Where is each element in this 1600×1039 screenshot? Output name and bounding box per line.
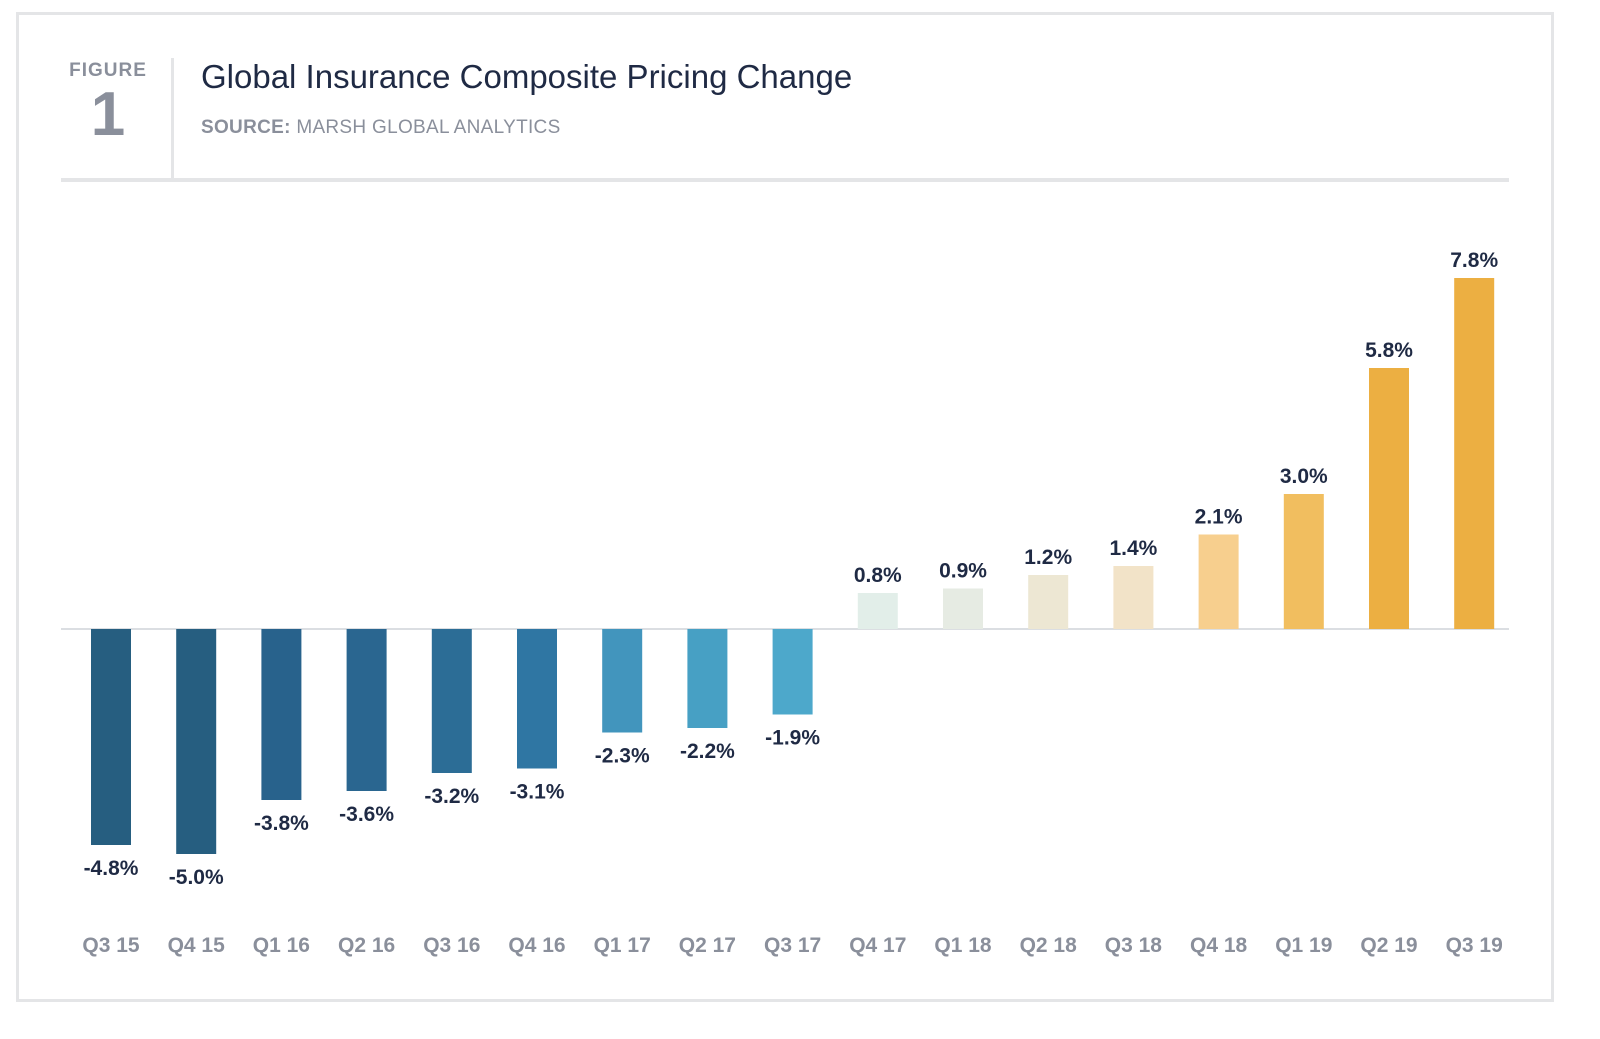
- header-horizontal-divider: [61, 178, 1509, 182]
- figure-label: FIGURE: [69, 60, 147, 81]
- category-label: Q4 17: [849, 934, 906, 957]
- source-text: MARSH GLOBAL ANALYTICS: [296, 117, 561, 138]
- value-label: 5.8%: [1365, 339, 1413, 362]
- value-label: 0.9%: [939, 560, 987, 583]
- bar-q4-18: [1198, 534, 1239, 629]
- bar-q3-16: [431, 629, 472, 773]
- bar-q2-18: [1028, 575, 1069, 629]
- value-label: 1.4%: [1109, 537, 1157, 560]
- chart-source: SOURCE: MARSH GLOBAL ANALYTICS: [201, 117, 561, 139]
- category-label: Q3 15: [82, 934, 140, 957]
- value-label: -2.3%: [595, 745, 650, 768]
- bar-q4-17: [857, 593, 898, 629]
- value-label: 3.0%: [1280, 465, 1328, 488]
- value-label: -3.1%: [510, 781, 565, 804]
- category-label: Q3 17: [764, 934, 821, 957]
- value-label: -5.0%: [169, 866, 224, 889]
- bar-q1-19: [1283, 494, 1324, 629]
- category-label: Q1 19: [1275, 934, 1332, 957]
- category-label: Q1 16: [253, 934, 310, 957]
- category-label: Q2 19: [1360, 934, 1417, 957]
- bar-q4-15: [176, 629, 217, 854]
- bar-q3-18: [1113, 566, 1154, 629]
- bar-q2-17: [687, 629, 728, 728]
- category-label: Q1 18: [934, 934, 992, 957]
- category-label: Q4 18: [1190, 934, 1248, 957]
- value-label: 7.8%: [1450, 249, 1498, 272]
- category-label: Q2 17: [679, 934, 736, 957]
- bar-q1-17: [602, 629, 643, 733]
- value-label: 2.1%: [1195, 506, 1243, 529]
- chart-title: Global Insurance Composite Pricing Chang…: [201, 58, 853, 95]
- bar-q2-16: [346, 629, 387, 791]
- value-label: 0.8%: [854, 564, 902, 587]
- category-label: Q3 16: [423, 934, 480, 957]
- header-vertical-divider: [171, 58, 174, 180]
- bar-q3-19: [1454, 278, 1495, 629]
- value-label: -4.8%: [84, 857, 139, 880]
- value-label: -3.8%: [254, 812, 309, 835]
- value-label: -1.9%: [765, 727, 820, 750]
- figure-badge: FIGURE 1: [62, 60, 154, 146]
- bar-q3-15: [91, 629, 131, 845]
- category-label: Q1 17: [594, 934, 651, 957]
- category-label: Q4 16: [508, 934, 565, 957]
- value-label: 1.2%: [1024, 546, 1072, 569]
- value-label: -3.2%: [424, 785, 479, 808]
- bar-q1-16: [261, 629, 302, 800]
- bar-q2-19: [1369, 368, 1409, 629]
- figure-number: 1: [90, 80, 126, 149]
- bar-q3-17: [772, 629, 813, 715]
- source-prefix: SOURCE:: [201, 117, 291, 138]
- value-label: -3.6%: [339, 803, 394, 826]
- category-label: Q3 18: [1105, 934, 1163, 957]
- bar-q1-18: [943, 588, 983, 629]
- category-label: Q2 16: [338, 934, 395, 957]
- value-label: -2.2%: [680, 740, 735, 763]
- category-label: Q2 18: [1020, 934, 1078, 957]
- category-label: Q4 15: [168, 934, 226, 957]
- category-label: Q3 19: [1446, 934, 1503, 957]
- bar-q4-16: [517, 629, 557, 769]
